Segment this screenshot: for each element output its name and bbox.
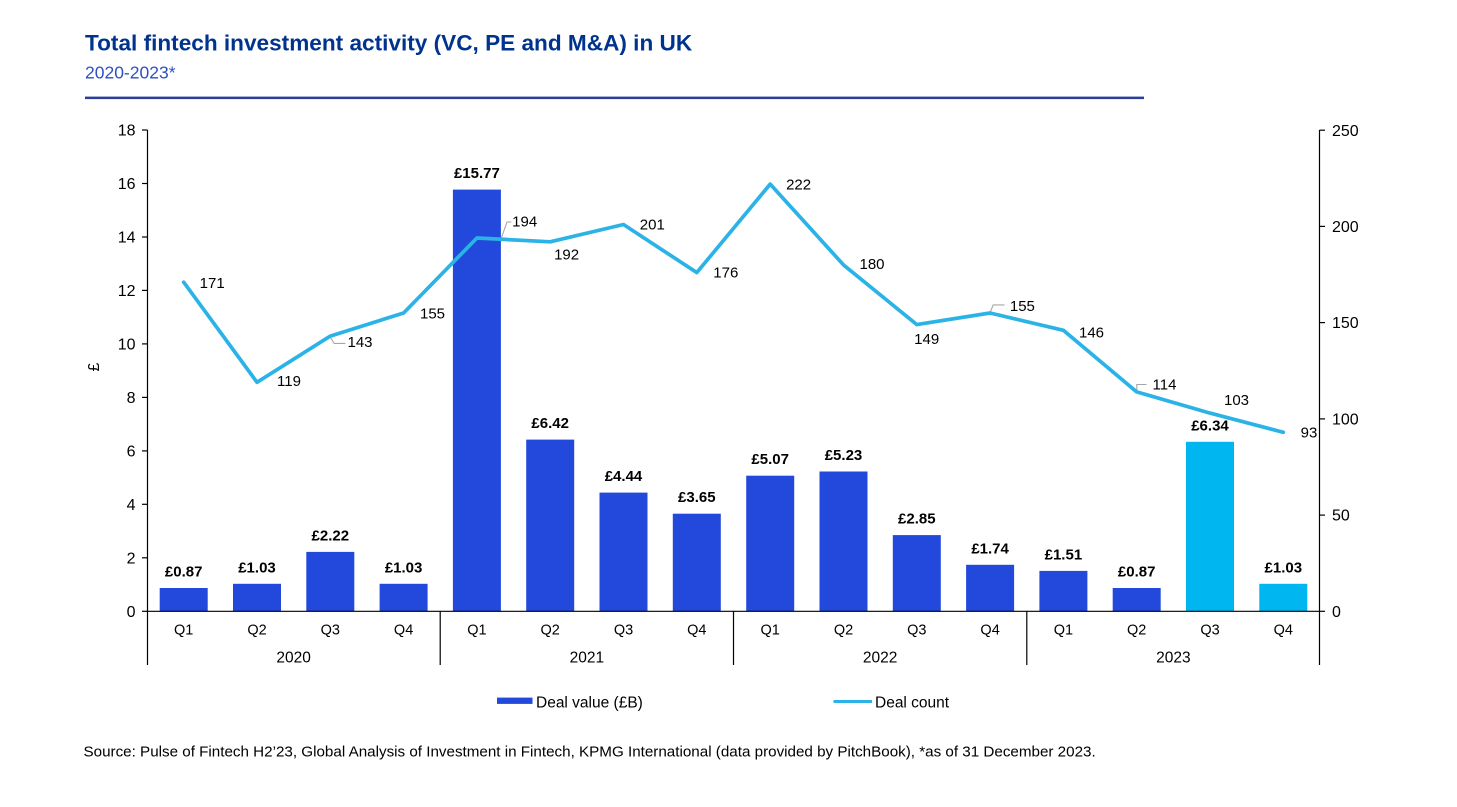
svg-text:155: 155 (420, 306, 445, 323)
svg-text:2021: 2021 (570, 650, 604, 667)
svg-text:50: 50 (1332, 508, 1350, 525)
svg-text:£4.44: £4.44 (605, 468, 643, 485)
svg-text:Q4: Q4 (394, 622, 413, 638)
svg-text:2023: 2023 (1156, 650, 1190, 667)
svg-text:Q3: Q3 (614, 622, 633, 638)
svg-text:£6.42: £6.42 (531, 415, 569, 432)
svg-text:£5.23: £5.23 (825, 447, 863, 464)
svg-text:171: 171 (200, 275, 225, 292)
svg-text:119: 119 (277, 373, 301, 390)
svg-text:£0.87: £0.87 (1118, 564, 1156, 581)
svg-text:Q2: Q2 (247, 622, 266, 638)
svg-text:Q1: Q1 (467, 622, 486, 638)
svg-text:103: 103 (1224, 392, 1249, 409)
svg-text:£5.07: £5.07 (751, 451, 789, 468)
svg-text:Q3: Q3 (321, 622, 340, 638)
svg-text:£1.03: £1.03 (1265, 559, 1303, 576)
svg-text:250: 250 (1332, 123, 1359, 140)
svg-text:Deal count: Deal count (875, 695, 950, 712)
svg-text:Deal value (£B): Deal value (£B) (536, 695, 643, 712)
svg-text:149: 149 (914, 331, 939, 348)
svg-text:18: 18 (118, 123, 136, 140)
svg-text:194: 194 (512, 213, 537, 230)
svg-text:2022: 2022 (863, 650, 897, 667)
svg-text:£3.65: £3.65 (678, 489, 716, 506)
svg-text:£1.03: £1.03 (238, 559, 276, 576)
svg-text:14: 14 (118, 230, 136, 247)
svg-text:Q1: Q1 (174, 622, 193, 638)
svg-text:Q2: Q2 (1127, 622, 1146, 638)
svg-text:2020: 2020 (276, 650, 311, 667)
svg-text:£6.34: £6.34 (1191, 417, 1229, 434)
svg-text:£: £ (86, 362, 103, 371)
svg-text:100: 100 (1332, 412, 1359, 429)
svg-text:£2.22: £2.22 (312, 527, 350, 544)
svg-text:Q1: Q1 (761, 622, 780, 638)
svg-text:£1.51: £1.51 (1045, 546, 1083, 563)
svg-text:93: 93 (1301, 424, 1318, 441)
svg-text:12: 12 (118, 283, 136, 300)
svg-text:£1.03: £1.03 (385, 559, 423, 576)
svg-text:6: 6 (127, 444, 136, 461)
svg-text:16: 16 (118, 176, 136, 193)
svg-text:176: 176 (713, 265, 738, 282)
svg-text:Q3: Q3 (1200, 622, 1219, 638)
svg-text:2020-2023*: 2020-2023* (85, 63, 176, 83)
svg-text:Q3: Q3 (907, 622, 926, 638)
svg-text:4: 4 (127, 497, 136, 514)
svg-text:2: 2 (127, 550, 136, 567)
svg-text:150: 150 (1332, 315, 1359, 332)
svg-text:£0.87: £0.87 (165, 564, 203, 581)
svg-text:Q4: Q4 (687, 622, 706, 638)
svg-text:114: 114 (1153, 376, 1177, 393)
svg-text:Q4: Q4 (1274, 622, 1293, 638)
svg-text:10: 10 (118, 337, 136, 354)
svg-text:Q1: Q1 (1054, 622, 1073, 638)
svg-text:0: 0 (1332, 604, 1341, 621)
svg-text:£1.74: £1.74 (971, 540, 1009, 557)
svg-text:£15.77: £15.77 (454, 165, 500, 182)
svg-text:Source: Pulse of Fintech H2’23: Source: Pulse of Fintech H2’23, Global A… (84, 743, 1096, 760)
svg-text:Q2: Q2 (541, 622, 560, 638)
svg-text:8: 8 (127, 390, 136, 407)
svg-text:200: 200 (1332, 219, 1359, 236)
svg-text:143: 143 (347, 334, 372, 351)
svg-text:146: 146 (1079, 325, 1104, 342)
svg-text:192: 192 (554, 246, 579, 263)
svg-text:201: 201 (640, 216, 665, 233)
svg-text:180: 180 (859, 256, 884, 273)
svg-text:0: 0 (127, 604, 136, 621)
svg-text:£2.85: £2.85 (898, 511, 936, 528)
svg-text:Q4: Q4 (980, 622, 999, 638)
svg-text:Total fintech investment activ: Total fintech investment activity (VC, P… (85, 31, 693, 56)
svg-text:155: 155 (1010, 298, 1035, 315)
svg-text:Q2: Q2 (834, 622, 853, 638)
svg-text:222: 222 (786, 176, 811, 193)
